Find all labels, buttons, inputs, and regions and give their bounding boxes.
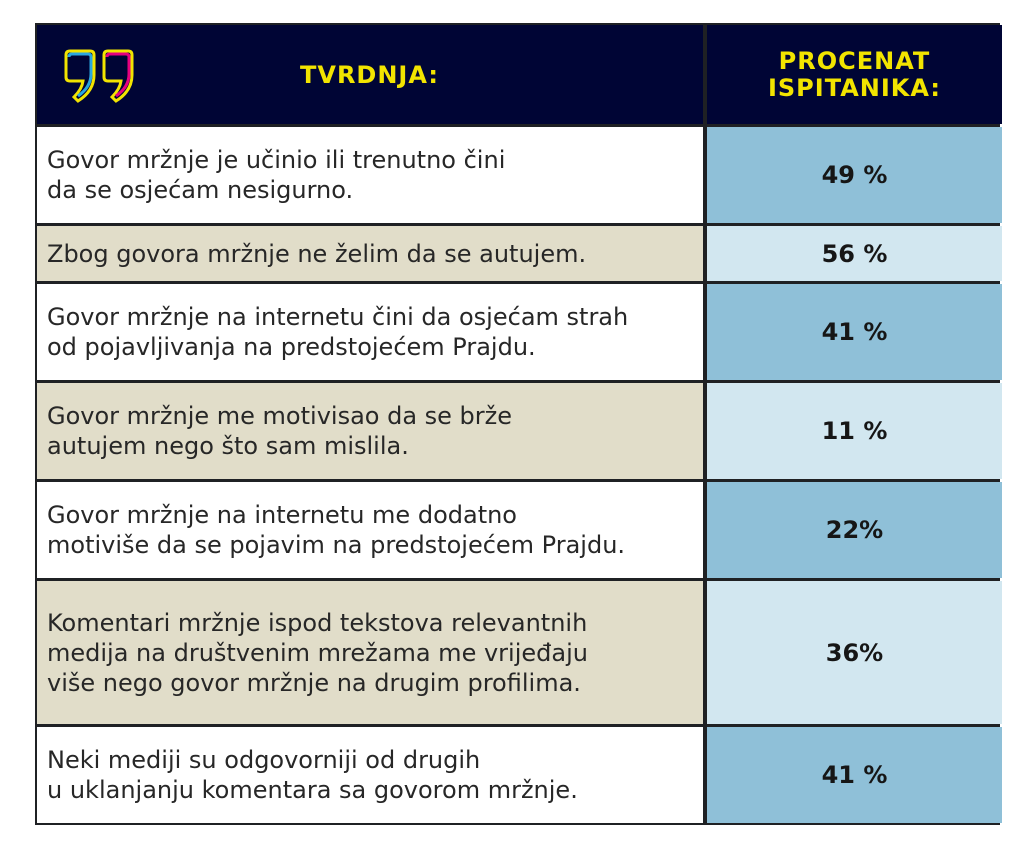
statement-cell: Zbog govora mržnje ne želim da se autuje…	[37, 226, 703, 281]
statement-cell: Komentari mržnje ispod tekstova relevant…	[37, 581, 703, 724]
header-statement-label: TVRDNJA:	[300, 60, 439, 89]
percent-cell: 49 %	[707, 127, 1002, 223]
percent-cell: 41 %	[707, 727, 1002, 823]
survey-table: TVRDNJA: PROCENAT ISPITANIKA: Govor mržn…	[35, 23, 1002, 825]
percent-cell: 22%	[707, 482, 1002, 578]
statement-cell: Neki mediji su odgovorniji od drugih u u…	[37, 727, 703, 823]
statement-cell: Govor mržnje je učinio ili trenutno čini…	[37, 127, 703, 223]
percent-cell: 36%	[707, 581, 1002, 724]
header-statement-cell: TVRDNJA:	[37, 25, 703, 124]
statement-cell: Govor mržnje na internetu čini da osjeća…	[37, 284, 703, 380]
header-percent-label: PROCENAT ISPITANIKA:	[707, 25, 1002, 124]
quotation-marks-icon	[64, 49, 134, 103]
percent-cell: 56 %	[707, 226, 1002, 281]
statement-cell: Govor mržnje na internetu me dodatno mot…	[37, 482, 703, 578]
statement-cell: Govor mržnje me motivisao da se brže aut…	[37, 383, 703, 479]
percent-cell: 11 %	[707, 383, 1002, 479]
percent-cell: 41 %	[707, 284, 1002, 380]
